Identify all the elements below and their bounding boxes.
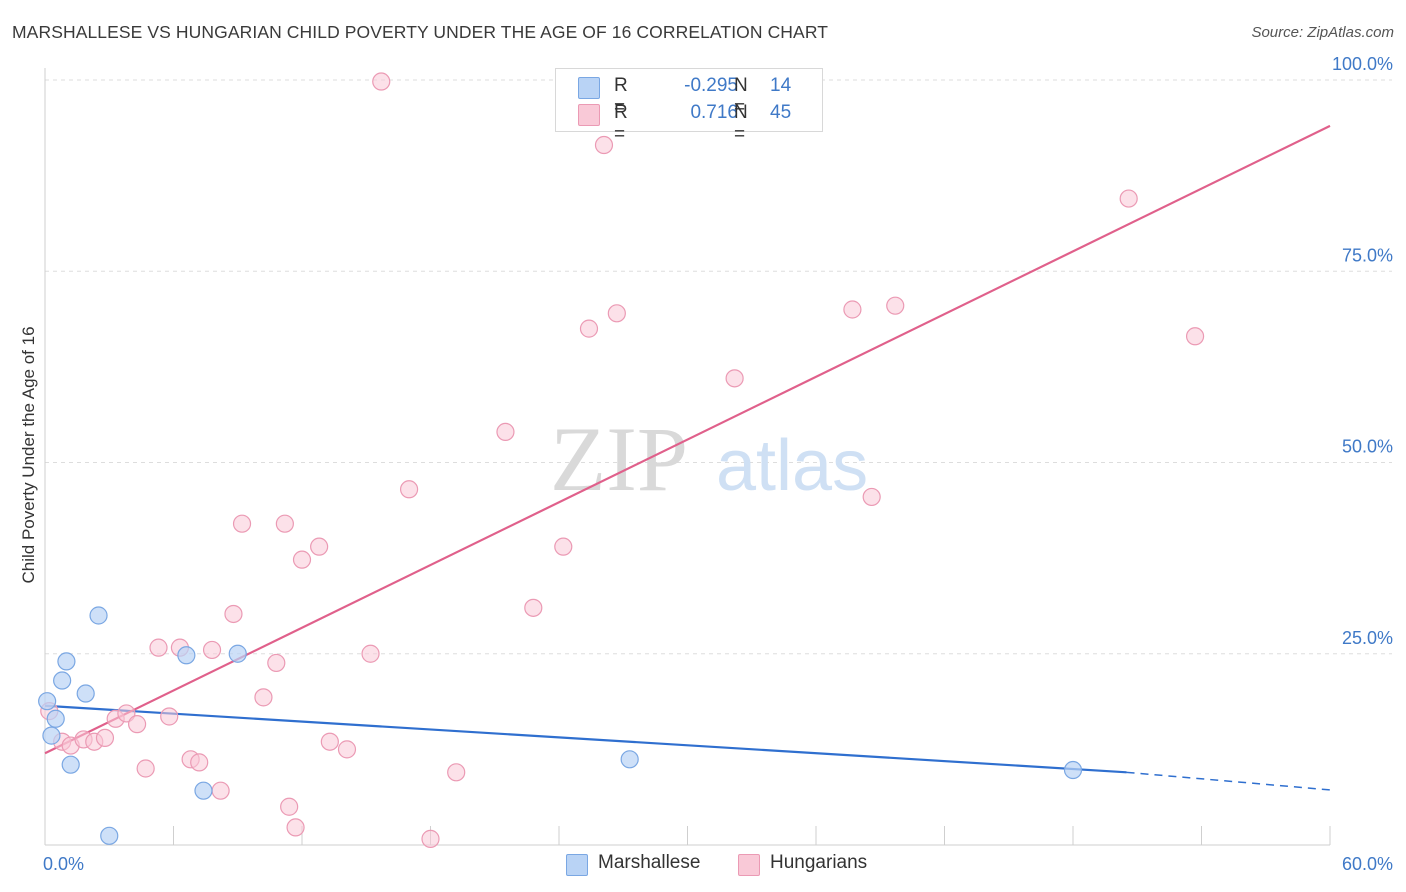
legend-r-label: R = — [614, 75, 628, 118]
legend-label-hungarians: Hungarians — [770, 852, 868, 873]
legend-r-value: -0.295 — [684, 75, 738, 96]
hungarian-point — [224, 604, 243, 624]
tick-label-layer: 25.0% 50.0% 75.0% 100.0% 0.0% 60.0% — [43, 54, 1393, 874]
hungarian-point — [292, 550, 312, 569]
hungarian-point — [1185, 327, 1205, 346]
hungarian-point — [275, 514, 294, 533]
hungarian-point — [594, 135, 614, 155]
hungarian-point — [725, 369, 744, 388]
hungarian-point — [320, 732, 339, 751]
correlation-legend: R = -0.295 N = 14 R = 0.716 N = 45 — [555, 68, 823, 145]
hungarian-point — [399, 480, 419, 499]
hungarian-point — [149, 638, 168, 657]
marshallese-point — [89, 606, 108, 625]
hungarian-point — [337, 740, 357, 759]
y-tick-label: 50.0% — [1342, 437, 1393, 457]
marshallese-point — [42, 726, 61, 745]
hungarian-point — [372, 72, 391, 91]
legend-n-value: 14 — [770, 75, 792, 96]
marshallese-point — [53, 671, 72, 690]
legend-n-label: N = — [734, 102, 748, 145]
marshallese-point — [177, 646, 196, 665]
y-axis-label: Child Poverty Under the Age of 16 — [19, 326, 38, 583]
hungarian-point — [202, 640, 222, 660]
hungarian-point — [554, 537, 573, 556]
hungarian-point — [843, 300, 862, 319]
hungarian-trendline — [44, 124, 1331, 755]
grid-layer — [45, 79, 1392, 655]
marshallese-trendline — [44, 704, 1127, 774]
hungarian-point — [280, 797, 299, 816]
hungarian-point — [190, 753, 209, 772]
marshallese-point — [100, 826, 119, 845]
x-tick-label: 60.0% — [1342, 854, 1393, 874]
hungarian-point — [160, 707, 179, 726]
legend-n-value: 45 — [770, 102, 792, 123]
hungarian-point — [286, 818, 305, 837]
marshallese-point — [620, 750, 639, 769]
chart-title: MARSHALLESE VS HUNGARIAN CHILD POVERTY U… — [12, 22, 829, 42]
hungarian-point — [421, 829, 440, 848]
hungarian-point — [95, 728, 115, 748]
marshallese-point — [228, 644, 247, 663]
hungarian-point — [862, 487, 881, 507]
marshallese-point — [194, 781, 213, 800]
marshallese-point — [76, 684, 95, 703]
hungarian-point — [1119, 189, 1138, 208]
hungarian-point — [211, 781, 230, 800]
marshallese-point — [1063, 760, 1083, 780]
hungarian-point — [447, 763, 466, 782]
hungarian-point — [524, 598, 543, 617]
y-tick-label: 75.0% — [1342, 245, 1393, 265]
hungarian-swatch — [578, 104, 600, 126]
marshallese-swatch — [578, 77, 600, 99]
marshallese-trendline-extension — [1126, 771, 1331, 791]
hungarian-swatch — [738, 854, 760, 876]
hungarian-point — [127, 715, 147, 734]
legend-n-label: N = — [734, 75, 748, 118]
legend-r-label: R = — [614, 102, 628, 145]
marshallese-point — [57, 652, 76, 671]
source-label: Source: ZipAtlas.com — [1251, 24, 1394, 41]
axis-layer — [44, 68, 1331, 846]
points-layer — [38, 72, 1205, 848]
marshallese-point — [46, 709, 65, 728]
hungarian-point — [267, 653, 286, 673]
hungarian-point — [607, 304, 626, 323]
trend-layer — [44, 124, 1331, 791]
hungarian-point — [310, 537, 329, 556]
y-tick-label: 25.0% — [1342, 628, 1393, 648]
x-tick-label: 0.0% — [43, 854, 84, 874]
y-tick-label: 100.0% — [1332, 54, 1393, 74]
hungarian-point — [254, 688, 273, 707]
hungarian-point — [361, 644, 380, 663]
legend-r-value: 0.716 — [690, 102, 738, 123]
hungarian-point — [136, 759, 155, 778]
hungarian-point — [117, 704, 136, 723]
watermark: ZIP atlas — [550, 408, 868, 510]
hungarian-point — [886, 296, 905, 315]
hungarian-point — [496, 422, 515, 441]
marshallese-point — [38, 692, 57, 711]
hungarian-point — [232, 514, 252, 533]
watermark-atlas: atlas — [716, 426, 868, 506]
marshallese-point — [61, 755, 80, 774]
hungarian-point — [579, 319, 599, 338]
marshallese-swatch — [566, 854, 588, 876]
watermark-zip: ZIP — [550, 408, 688, 510]
legend-label-marshallese: Marshallese — [598, 852, 701, 873]
